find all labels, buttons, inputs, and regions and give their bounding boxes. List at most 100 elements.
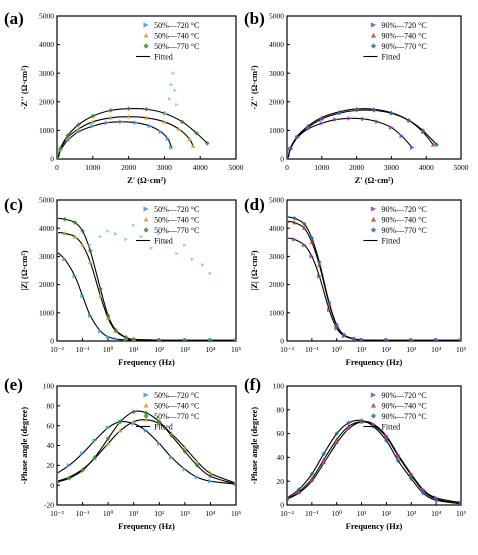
scatter-point: [124, 237, 128, 242]
y-tick-label: 5000: [269, 12, 284, 21]
x-tick-label: 5000: [229, 163, 244, 172]
y-tick-label: 40: [47, 441, 55, 450]
data-point: [296, 487, 302, 492]
y-tick-label: 4000: [39, 224, 54, 233]
data-point: [420, 488, 426, 493]
x-tick-label: 4000: [419, 163, 434, 172]
data-point: [126, 114, 131, 119]
data-point: [346, 424, 351, 429]
legend-label: 50%—740 °C: [154, 32, 199, 41]
y-tick-label: 1000: [269, 126, 284, 135]
data-point: [346, 420, 351, 426]
data-point: [57, 216, 60, 221]
legend-label: 50%—770 °C: [154, 42, 199, 51]
x-tick-label: 0: [55, 163, 59, 172]
x-axis-label: Z' (Ω·cm²): [355, 175, 394, 185]
data-point: [182, 449, 188, 454]
data-point: [395, 458, 401, 464]
data-point: [162, 119, 167, 124]
data-point: [182, 445, 188, 450]
data-point: [72, 273, 78, 279]
data-point: [309, 235, 315, 241]
data-point: [169, 455, 174, 460]
legend-label: Fitted: [381, 423, 400, 432]
x-tick-label: 4000: [193, 163, 208, 172]
data-point: [302, 225, 307, 231]
data-point: [361, 116, 366, 122]
data-point: [341, 332, 347, 338]
legend-label: 90%—770 °C: [381, 412, 426, 421]
data-point: [108, 108, 113, 113]
data-point: [395, 453, 401, 459]
data-point: [208, 337, 213, 341]
x-tick-label: 10¹: [129, 345, 139, 354]
data-point: [205, 140, 210, 146]
scatter-point: [171, 71, 176, 75]
x-tick-label: 10⁰: [103, 345, 114, 354]
chart-panel-b: (b) 0 1000 2000 3000 4000 5000 0 1000 2000 3000 400…: [244, 9, 469, 185]
x-tick-label: 10⁻²: [280, 509, 294, 518]
x-tick-label: 10³: [180, 509, 191, 518]
data-point: [72, 220, 78, 225]
data-point: [194, 474, 200, 480]
data-point: [408, 337, 414, 341]
legend-label: 50%—720 °C: [154, 205, 199, 214]
data-point: [359, 337, 364, 341]
data-point: [292, 237, 297, 242]
data-point: [80, 293, 85, 299]
y-tick-label: 5000: [39, 12, 54, 21]
data-point: [80, 242, 85, 247]
y-tick-label: 1000: [39, 308, 54, 317]
y-tick-label: 1000: [269, 308, 284, 317]
y-axis-label: |Z| (Ω·cm²): [19, 250, 29, 290]
fitted-line: [287, 216, 461, 341]
data-point: [319, 116, 325, 122]
data-point: [292, 216, 297, 221]
x-tick-label: 10²: [382, 345, 393, 354]
data-point: [194, 459, 200, 464]
data-point: [309, 240, 315, 245]
y-tick-label: 4000: [269, 224, 284, 233]
data-point: [302, 221, 307, 227]
data-point: [180, 119, 185, 125]
x-tick-label: 10⁰: [331, 345, 342, 354]
panel-label: (f): [244, 375, 261, 394]
x-tick-label: 10⁴: [431, 509, 442, 518]
data-point: [57, 251, 60, 254]
scatter-point: [167, 97, 172, 101]
data-point: [334, 431, 340, 436]
legend-label: 50%—740 °C: [154, 402, 199, 411]
scatter-point: [131, 223, 136, 228]
x-tick-label: 5000: [454, 163, 469, 172]
data-point: [208, 478, 213, 484]
fitted-line: [287, 108, 434, 159]
scatter-point: [169, 82, 174, 87]
data-point: [57, 472, 60, 475]
data-point: [317, 262, 322, 267]
data-point: [57, 479, 60, 485]
legend-marker: [370, 206, 377, 212]
x-tick-label: 10⁴: [205, 509, 216, 518]
legend-marker: [370, 43, 377, 49]
chart-panel-c: (c) 10⁻² 10⁻¹ 10⁰ 10¹ 10² 10³ 10⁴ 10⁵ 0 1000 2000 30…: [4, 195, 241, 367]
legend-label: 90%—740 °C: [381, 216, 426, 225]
data-point: [317, 259, 322, 265]
fitted-line: [57, 231, 236, 341]
x-tick-label: 3000: [157, 163, 172, 172]
data-point: [194, 463, 200, 468]
y-tick-label: 40: [277, 453, 285, 462]
x-axis-label: Z' (Ω·cm²): [127, 175, 166, 185]
data-point: [434, 142, 439, 147]
legend-label: Fitted: [381, 237, 400, 246]
x-tick-label: 10⁻¹: [305, 509, 319, 518]
data-point: [326, 300, 332, 306]
data-point: [90, 119, 96, 124]
data-point: [119, 119, 124, 125]
data-point: [169, 145, 174, 150]
plot-data: [57, 409, 236, 487]
data-point: [87, 248, 93, 254]
scatter-point: [190, 257, 195, 262]
scatter-point: [98, 234, 103, 239]
legend-label: 50%—740 °C: [154, 216, 199, 225]
scatter-point: [200, 263, 205, 267]
